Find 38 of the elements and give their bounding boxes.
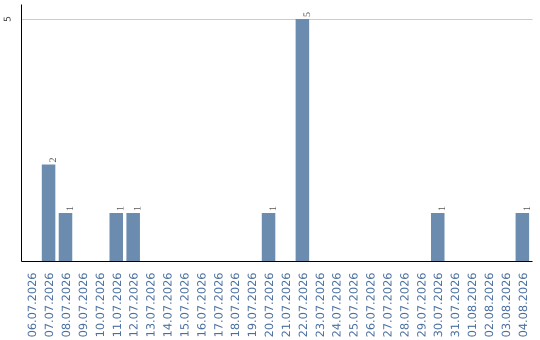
x-tick-label: 20.07.2026 [262,272,276,338]
data-label: 1 [116,206,127,212]
data-label: 1 [437,206,448,212]
x-tick-label: 19.07.2026 [245,272,260,338]
x-tick-label: 30.07.2026 [431,272,446,338]
x-tick-label: 12.07.2026 [126,272,141,338]
x-tick-label: 04.08.2026 [516,272,530,338]
x-tick-label: 10.07.2026 [92,272,107,338]
x-tick-label: 06.07.2026 [25,272,40,338]
x-tick-label: 29.07.2026 [414,272,428,338]
x-tick-label: 28.07.2026 [397,272,412,338]
data-label: 2 [48,158,60,163]
data-label: 5 [302,12,313,18]
x-tick-label: 15.07.2026 [177,272,192,338]
x-tick-label: 01.08.2026 [465,272,480,338]
data-label: 1 [132,206,144,212]
data-label: 1 [268,206,280,212]
data-label: 1 [64,206,76,212]
x-tick-label: 31.07.2026 [448,272,462,338]
x-tick-label: 24.07.2026 [330,272,344,338]
x-tick-label: 23.07.2026 [312,272,327,338]
x-tick-label: 11.07.2026 [110,272,124,338]
x-tick-label: 14.07.2026 [160,272,175,338]
x-tick-label: 13.07.2026 [144,272,158,338]
x-tick-label: 27.07.2026 [380,272,394,338]
x-tick-label: 08.07.2026 [58,272,73,338]
data-label: 1 [522,206,533,212]
x-tick-label: 03.08.2026 [498,272,513,338]
x-tick-label: 26.07.2026 [364,272,378,338]
x-tick-label: 22.07.2026 [296,272,310,338]
x-tick-label: 07.07.2026 [42,272,56,338]
x-tick-label: 17.07.2026 [211,272,226,338]
x-tick-label: 18.07.2026 [228,272,242,338]
x-tick-label: 16.07.2026 [194,272,208,338]
x-tick-label: 02.08.2026 [482,272,496,338]
x-tick-label: 21.07.2026 [278,272,293,338]
x-tick-label: 25.07.2026 [346,272,361,338]
x-tick-label: 09.07.2026 [76,272,90,338]
